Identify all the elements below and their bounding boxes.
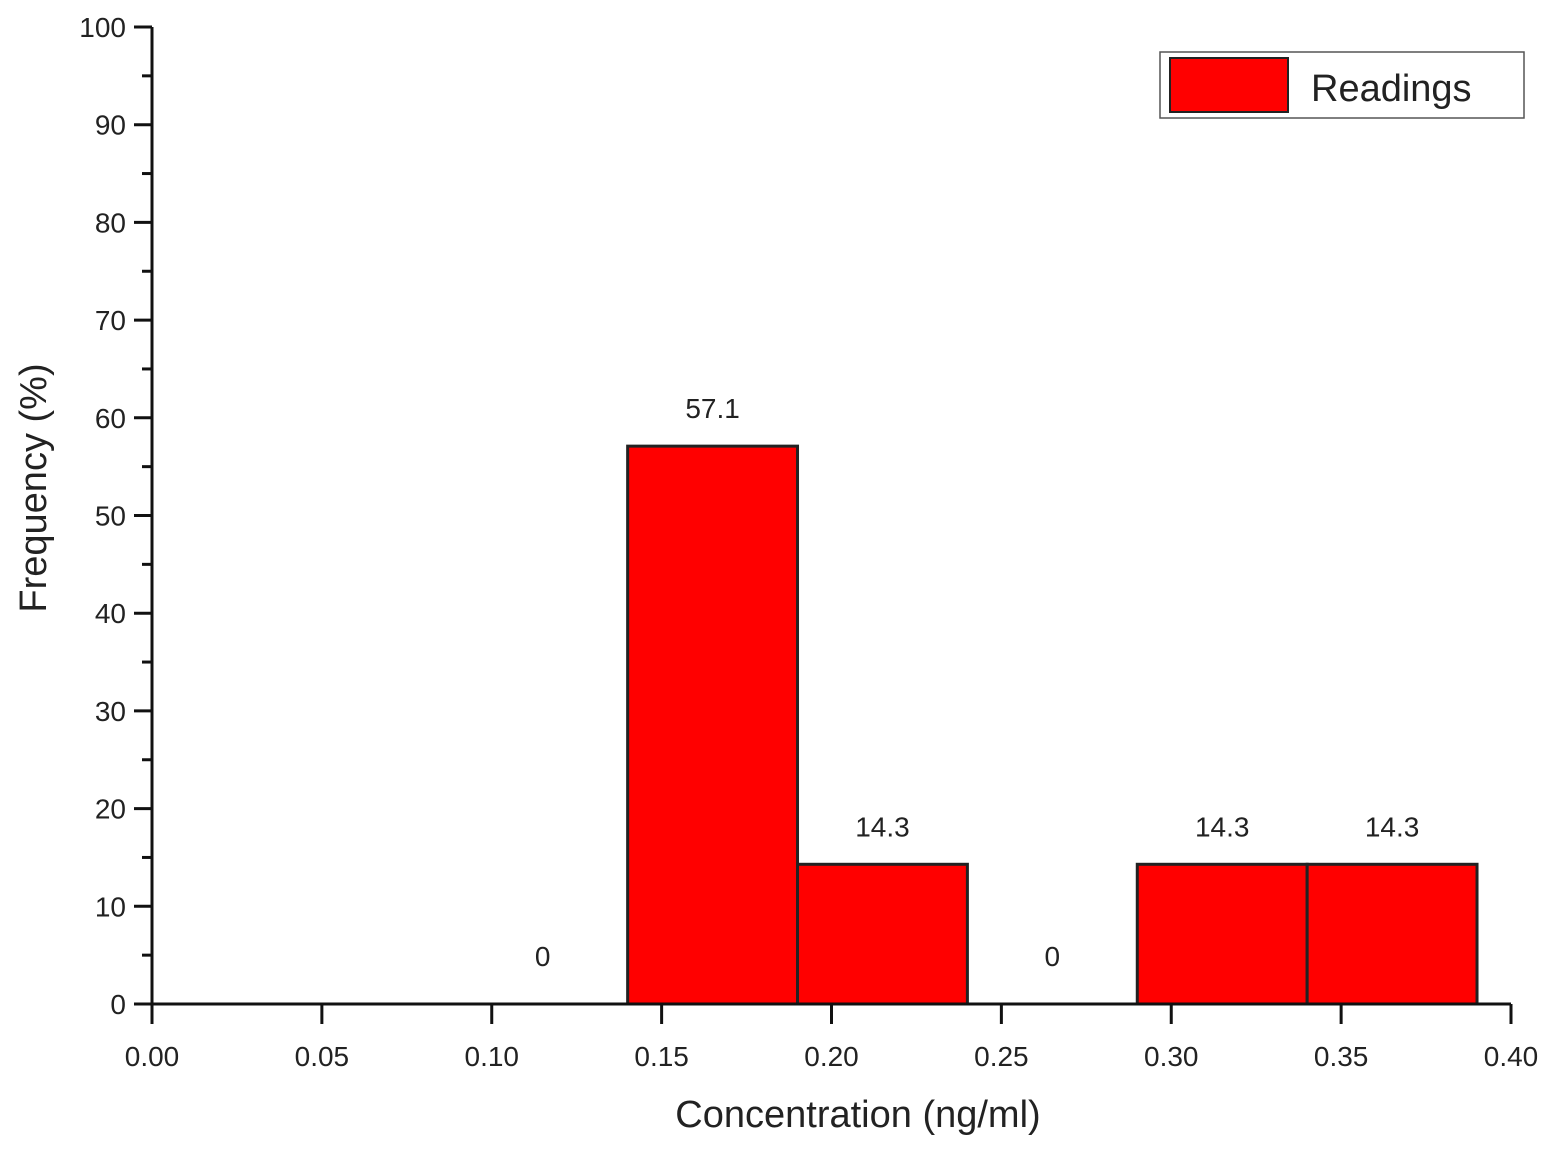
- histogram-bar: [1305, 862, 1479, 1006]
- x-tick-label: 0.20: [804, 1041, 859, 1072]
- y-tick-label: 70: [95, 305, 126, 336]
- legend-swatch: [1169, 57, 1289, 113]
- bar-value-label: 57.1: [685, 393, 740, 424]
- y-tick-label: 50: [95, 501, 126, 532]
- axes-layer: [150, 27, 1511, 1006]
- data-labels-layer: 0 57.1 14.3 0 14.3 14.3: [535, 393, 1419, 972]
- y-tick-label: 80: [95, 207, 126, 238]
- x-tick-label: 0.35: [1314, 1041, 1369, 1072]
- x-ticks-layer: 0.00 0.05 0.10 0.15 0.20 0.25 0.30 0.35 0.40: [125, 1004, 1539, 1072]
- x-tick-label: 0.30: [1144, 1041, 1199, 1072]
- x-tick-label: 0.15: [634, 1041, 689, 1072]
- histogram-bar: [626, 444, 800, 1006]
- bar-value-label: 14.3: [1195, 811, 1250, 842]
- y-tick-label: 40: [95, 598, 126, 629]
- y-ticks-layer: 0 10 20 30 40 50 60 70 80 90 100: [79, 12, 152, 1020]
- y-tick-label: 20: [95, 794, 126, 825]
- y-tick-label: 10: [95, 891, 126, 922]
- y-tick-label: 90: [95, 110, 126, 141]
- bar-value-label: 0: [535, 941, 551, 972]
- x-axis-title: Concentration (ng/ml): [675, 1094, 1040, 1136]
- legend-label: Readings: [1311, 68, 1472, 110]
- x-tick-label: 0.25: [974, 1041, 1029, 1072]
- bar-value-label: 0: [1045, 941, 1061, 972]
- y-tick-label: 60: [95, 403, 126, 434]
- bars-layer: [626, 444, 1479, 1006]
- histogram-bar: [796, 862, 969, 1006]
- x-tick-label: 0.10: [465, 1041, 520, 1072]
- legend: Readings: [1159, 51, 1525, 119]
- y-tick-label: 100: [79, 12, 126, 43]
- histogram-bar: [1135, 862, 1309, 1006]
- y-tick-label: 0: [110, 989, 126, 1020]
- x-tick-label: 0.05: [295, 1041, 350, 1072]
- bar-value-label: 14.3: [1365, 811, 1420, 842]
- y-tick-label: 30: [95, 696, 126, 727]
- bar-value-label: 14.3: [855, 811, 910, 842]
- x-tick-label: 0.40: [1484, 1041, 1539, 1072]
- y-axis-title: Frequency (%): [13, 363, 55, 612]
- x-tick-label: 0.00: [125, 1041, 180, 1072]
